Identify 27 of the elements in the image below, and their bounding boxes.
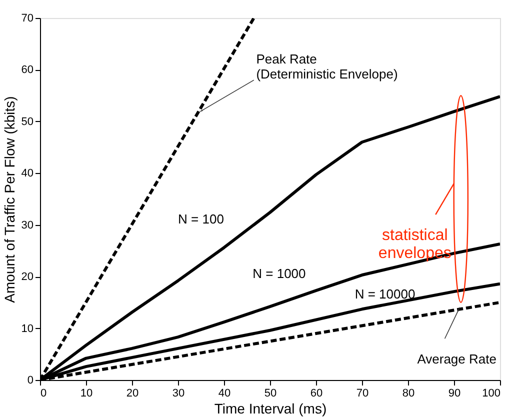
- x-tick-label: 30: [172, 388, 185, 400]
- x-tick-label: 80: [402, 388, 415, 400]
- y-tick-label: 0: [27, 374, 34, 386]
- series-label: N = 1000: [252, 266, 306, 281]
- y-tick-label: 50: [21, 116, 34, 128]
- annotation: statistical envelopes: [378, 227, 452, 262]
- x-tick-label: 50: [264, 388, 277, 400]
- series-label: N = 10000: [354, 286, 416, 302]
- x-tick-label: 100: [482, 388, 500, 400]
- y-axis-title: Amount of Traffic Per Flow (kbits): [1, 96, 18, 303]
- annotation: Average Rate: [417, 351, 496, 366]
- x-tick-label: 60: [310, 388, 323, 400]
- x-axis-title: Time Interval (ms): [214, 400, 327, 416]
- y-tick-label: 40: [21, 168, 34, 180]
- y-tick-label: 10: [21, 322, 34, 335]
- y-tick-label: 60: [21, 64, 34, 76]
- series-label: N = 100: [178, 212, 224, 227]
- x-tick-label: 10: [80, 388, 93, 400]
- annotation: Peak Rate (Deterministic Envelope): [256, 51, 398, 82]
- x-tick-label: 0: [40, 388, 47, 400]
- y-tick-label: 30: [21, 219, 34, 232]
- x-tick-label: 40: [218, 388, 231, 400]
- x-tick-label: 70: [356, 388, 369, 400]
- y-tick-label: 20: [21, 271, 34, 284]
- y-tick-label: 70: [21, 12, 34, 24]
- x-tick-label: 20: [126, 388, 139, 400]
- x-tick-label: 90: [448, 388, 461, 400]
